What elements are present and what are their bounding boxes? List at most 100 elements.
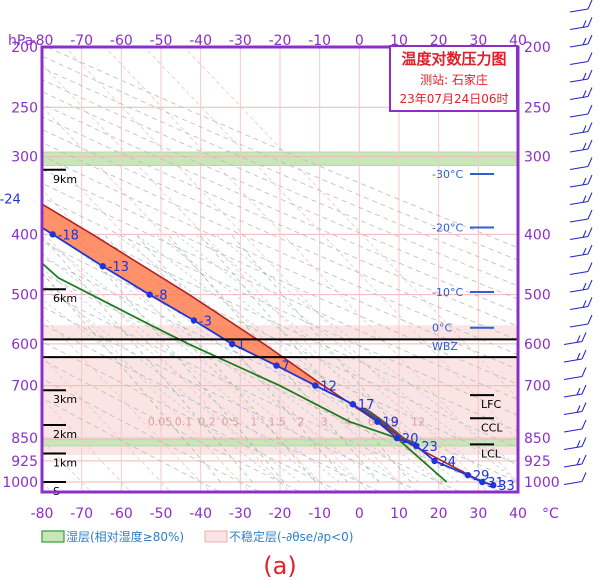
y-tick-label-left: 850 bbox=[11, 431, 38, 447]
background-grid bbox=[42, 47, 518, 492]
y-tick-label-left: 300 bbox=[11, 150, 38, 166]
wind-barb bbox=[576, 335, 581, 343]
level-label: LFC bbox=[481, 398, 501, 411]
x-tick-label-top: -10 bbox=[308, 33, 331, 49]
wind-barb bbox=[569, 61, 589, 65]
moist-adiabat-line bbox=[42, 253, 340, 483]
wind-barb bbox=[563, 428, 583, 433]
temperature-point-label: 24 bbox=[440, 455, 457, 470]
height-label: 6km bbox=[53, 292, 77, 305]
chart-title: 温度对数压力图 bbox=[401, 50, 506, 68]
wind-barb bbox=[569, 131, 589, 135]
y-tick-label-right: 700 bbox=[524, 379, 551, 395]
temperature-point bbox=[413, 442, 420, 450]
dry-adiabat-line bbox=[42, 397, 221, 492]
legend: 湿层(相对湿度≥80%) 不稳定层(-∂θse/∂p<0) bbox=[41, 529, 353, 544]
isotherm-line bbox=[64, 47, 489, 492]
wind-barb bbox=[587, 244, 593, 255]
station-label: 测站: 石家庄 bbox=[420, 72, 488, 87]
moist-adiabat-line bbox=[175, 234, 499, 483]
reference-marks: 9km6km3km2km1kmS-30°C-20°C-10°C0°CWBZLFC… bbox=[42, 168, 518, 498]
y-axis-unit: hPa bbox=[8, 33, 33, 49]
temperature-point bbox=[228, 340, 236, 348]
wind-barb bbox=[587, 262, 593, 272]
wind-barb bbox=[563, 446, 583, 450]
temperature-point-label: 1 bbox=[237, 338, 245, 353]
temperature-point-label: -3 bbox=[199, 314, 212, 329]
y-tick-label-left: 250 bbox=[11, 100, 38, 116]
wind-barb bbox=[569, 253, 589, 258]
dry-adiabat-line bbox=[42, 128, 518, 341]
temperature-point bbox=[490, 482, 497, 489]
mixing-ratio-label: 6 bbox=[368, 416, 375, 429]
moist-adiabat-line bbox=[42, 268, 320, 483]
wind-barb bbox=[569, 288, 589, 293]
x-tick-label-top: -80 bbox=[31, 33, 54, 49]
wind-barb bbox=[569, 271, 589, 275]
mixing-ratio-line bbox=[103, 234, 316, 483]
profile-lines bbox=[42, 203, 494, 487]
wind-barb bbox=[569, 26, 589, 30]
temperature-point-label: -13 bbox=[108, 260, 129, 275]
legend-wet-swatch bbox=[41, 530, 65, 543]
y-tick-label-right: 250 bbox=[524, 100, 551, 116]
dry-adiabat-line bbox=[42, 116, 518, 327]
y-tick-label-left: 925 bbox=[11, 454, 38, 470]
moist-adiabat-line bbox=[56, 234, 380, 483]
temperature-points: -48-44-39-32-24-18-13-8-3171217192023242… bbox=[0, 192, 515, 494]
temperature-point bbox=[146, 291, 153, 298]
mixing-ratio-line bbox=[199, 234, 412, 483]
temperature-point bbox=[349, 401, 357, 408]
isotherm-label: WBZ bbox=[432, 340, 458, 353]
dry-adiabat-line bbox=[46, 47, 518, 249]
x-tick-label-bottom: -70 bbox=[70, 506, 93, 522]
temperature-point-label: -24 bbox=[0, 192, 21, 207]
mixing-ratio-label: 0.2 bbox=[198, 416, 216, 429]
x-tick-label-bottom: -80 bbox=[31, 506, 54, 522]
mixing-ratio-label: 1 bbox=[250, 416, 257, 429]
x-tick-label-top: -30 bbox=[229, 33, 252, 49]
axes: -80-80-70-70-60-60-50-50-40-40-30-30-20-… bbox=[2, 33, 559, 522]
wind-barb bbox=[582, 90, 587, 98]
temperature-point-label: 33 bbox=[498, 479, 515, 494]
mixing-ratio-label: 4 bbox=[344, 416, 351, 429]
dewpoint-line bbox=[42, 262, 448, 483]
wind-barbs bbox=[563, 0, 593, 485]
x-tick-label-bottom: 10 bbox=[390, 506, 408, 522]
wind-barb bbox=[587, 139, 593, 150]
moist-adiabat-line bbox=[42, 237, 360, 483]
wind-barb bbox=[587, 122, 593, 132]
isotherm-label: -20°C bbox=[432, 222, 463, 235]
wind-barb bbox=[582, 177, 587, 186]
mixing-ratio-label: 1.5 bbox=[269, 416, 287, 429]
x-tick-label-top: -70 bbox=[70, 33, 93, 49]
temperature-point bbox=[464, 471, 472, 479]
x-tick-label-bottom: -30 bbox=[229, 506, 252, 522]
wind-barb bbox=[581, 384, 587, 395]
x-tick-label-bottom: 0 bbox=[355, 506, 364, 522]
wind-barb bbox=[563, 481, 583, 485]
isotherm-label: -30°C bbox=[432, 168, 463, 181]
title-box: 温度对数压力图 测站: 石家庄 23年07月24日06时 bbox=[389, 45, 518, 112]
wind-barb bbox=[587, 174, 593, 185]
level-label: LCL bbox=[481, 447, 502, 460]
wind-barb bbox=[569, 43, 589, 48]
height-label: 2km bbox=[53, 428, 77, 441]
panel-label: (a) bbox=[263, 552, 296, 580]
wind-barb bbox=[582, 195, 587, 203]
temperature-point bbox=[479, 478, 486, 486]
legend-wet-label: 湿层(相对湿度≥80%) bbox=[66, 529, 184, 544]
height-label: 3km bbox=[53, 393, 77, 406]
wind-barb bbox=[587, 0, 593, 10]
wind-barb bbox=[587, 87, 593, 97]
wind-barb bbox=[587, 314, 593, 325]
temperature-point-label: -18 bbox=[58, 228, 79, 243]
temperature-line bbox=[42, 226, 494, 487]
temperature-point bbox=[431, 457, 438, 465]
x-tick-label-bottom: -50 bbox=[150, 506, 173, 522]
moist-adiabat-line bbox=[215, 234, 518, 468]
isotherm-label: 0°C bbox=[432, 322, 452, 335]
x-tick-label-bottom: -60 bbox=[110, 506, 133, 522]
dry-adiabat-line bbox=[42, 155, 518, 370]
wind-barb bbox=[581, 472, 587, 482]
